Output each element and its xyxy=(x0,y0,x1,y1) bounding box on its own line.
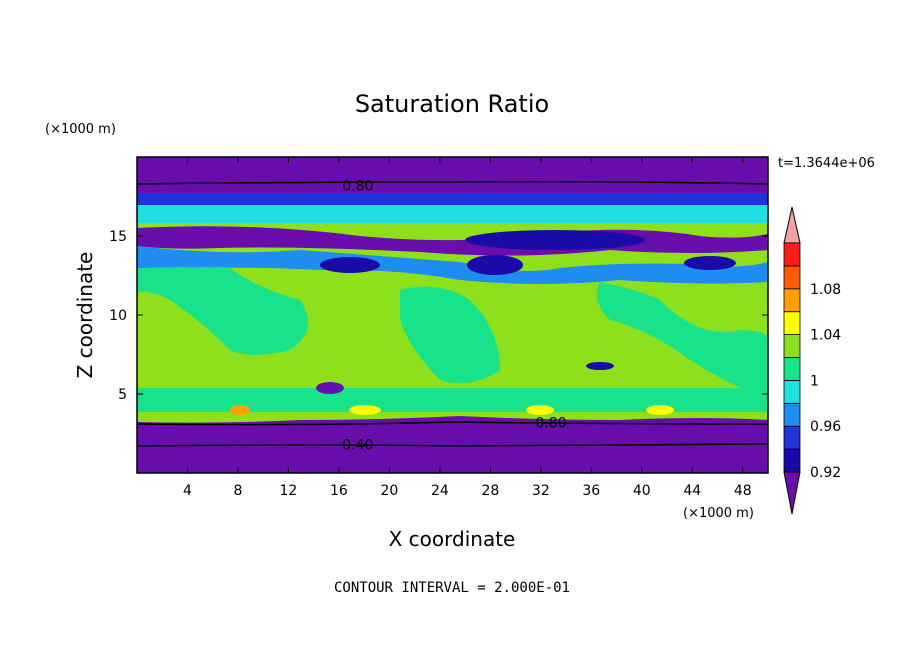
x-tick-label: 40 xyxy=(633,483,651,499)
x-tick-label: 28 xyxy=(481,483,499,499)
colorbar-segment xyxy=(783,402,801,427)
y-tick-label: 10 xyxy=(109,308,127,324)
x-axis-title: X coordinate xyxy=(389,527,516,551)
orange-cell-1 xyxy=(230,405,250,415)
colorbar-bottom-arrow xyxy=(783,471,801,515)
contour-interval-note: CONTOUR INTERVAL = 2.000E-01 xyxy=(334,580,570,596)
colorbar: 0.92 0.96 1 1.04 1.08 xyxy=(783,206,841,515)
colorbar-tick-label: 1.04 xyxy=(810,328,841,344)
colorbar-segment xyxy=(783,425,801,450)
upper-blue-band xyxy=(137,193,768,205)
x-tick-label: 24 xyxy=(431,483,449,499)
x-axis-unit: (×1000 m) xyxy=(683,506,754,521)
colorbar-segment xyxy=(783,242,801,267)
orange-cell-4 xyxy=(646,405,674,415)
colorbar-segment xyxy=(783,448,801,473)
chart-title: Saturation Ratio xyxy=(355,90,549,118)
y-axis-unit: (×1000 m) xyxy=(45,122,116,137)
x-tick-label: 12 xyxy=(280,483,298,499)
upper-dry-layer xyxy=(137,157,768,193)
contour-label: 0.80 xyxy=(342,178,373,194)
x-tick-label: 4 xyxy=(183,483,192,499)
colorbar-segment xyxy=(783,265,801,290)
lower-dry-layer xyxy=(137,416,768,473)
colorbar-segment xyxy=(783,334,801,358)
mid-blue-cloud xyxy=(137,246,768,284)
colorbar-segment xyxy=(783,357,801,381)
colorbar-tick-label: 0.96 xyxy=(810,419,841,435)
time-label: t=1.3644e+06 xyxy=(778,156,875,171)
colorbar-tick-label: 0.92 xyxy=(810,465,841,481)
x-ticks: 4 8 12 16 20 24 28 32 36 40 44 48 xyxy=(183,157,752,499)
y-axis-title: Z coordinate xyxy=(73,252,97,379)
x-tick-label: 32 xyxy=(532,483,550,499)
x-tick-label: 36 xyxy=(582,483,600,499)
y-ticks: 5 10 15 xyxy=(109,229,768,403)
x-tick-label: 48 xyxy=(734,483,752,499)
purple-blob-1 xyxy=(316,382,344,394)
colorbar-segment xyxy=(783,379,801,404)
contour-line-upper xyxy=(137,181,768,185)
colorbar-tick-label: 1 xyxy=(810,373,819,389)
contour-line-lower-2 xyxy=(137,443,768,447)
cyan-region-right xyxy=(596,282,768,400)
colorbar-top-arrow xyxy=(783,206,801,244)
x-tick-label: 8 xyxy=(233,483,242,499)
colorbar-segment xyxy=(783,311,801,336)
purple-blob-2 xyxy=(586,362,614,370)
cyan-region-center xyxy=(400,286,500,384)
deep-blue-pocket-2 xyxy=(467,255,523,275)
contour-label: 0.40 xyxy=(342,438,373,454)
x-tick-label: 20 xyxy=(380,483,398,499)
contour-line-lower-1 xyxy=(137,421,768,426)
x-tick-label: 16 xyxy=(330,483,348,499)
colorbar-segment xyxy=(783,288,801,313)
deep-blue-pocket-1 xyxy=(320,257,380,273)
colorbar-tick-label: 1.08 xyxy=(810,282,841,298)
cyan-region-left xyxy=(137,268,308,355)
upper-cyan-band xyxy=(137,205,768,223)
deep-blue-pocket-4 xyxy=(465,230,645,250)
y-tick-label: 15 xyxy=(109,229,127,245)
plot-area xyxy=(137,157,768,473)
x-tick-label: 44 xyxy=(683,483,701,499)
contour-labels: 0.80 0.80 0.40 xyxy=(342,178,566,454)
deep-blue-pocket-3 xyxy=(684,256,736,270)
orange-cell-3 xyxy=(526,405,554,415)
y-tick-label: 5 xyxy=(118,387,127,403)
contour-label: 0.80 xyxy=(535,415,566,431)
orange-cell-2 xyxy=(349,405,381,415)
